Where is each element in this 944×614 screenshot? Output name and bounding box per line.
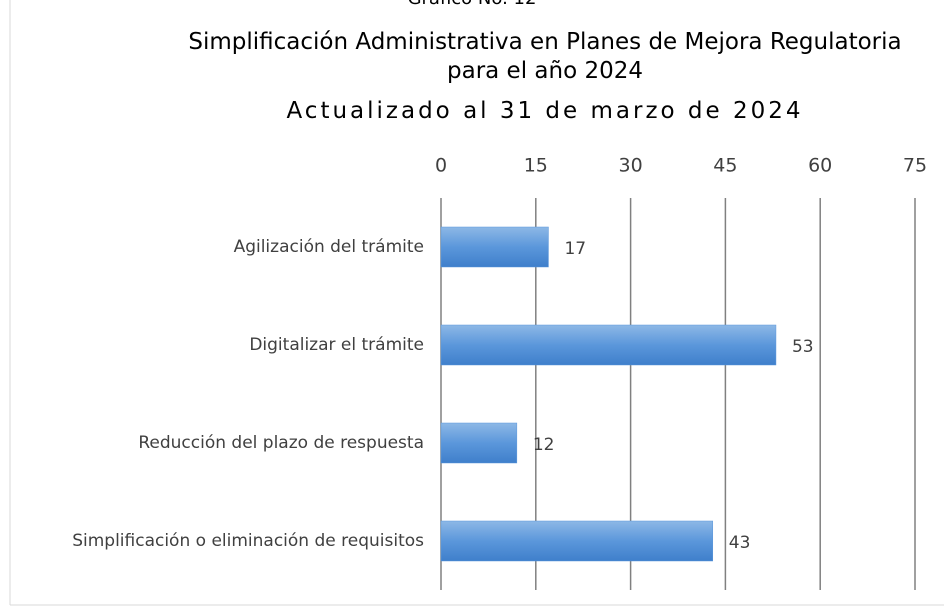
y-tick-label: Digitalizar el trámite <box>249 335 424 355</box>
value-label: 17 <box>564 239 586 259</box>
x-tick-label: 75 <box>903 155 927 177</box>
value-label: 53 <box>792 337 814 357</box>
x-tick-label: 60 <box>808 155 832 177</box>
x-tick-label: 15 <box>524 155 548 177</box>
bar <box>440 422 518 464</box>
x-tick-label: 0 <box>435 155 447 177</box>
x-tick-label: 30 <box>619 155 643 177</box>
caption: Gráfico No. 12 <box>0 0 944 9</box>
bar <box>440 226 549 268</box>
chart-subtitle: Actualizado al 31 de marzo de 2024 <box>286 98 804 124</box>
y-tick-label: Simplificación o eliminación de requisit… <box>72 531 424 551</box>
x-tick-label: 45 <box>713 155 737 177</box>
bar <box>440 520 714 562</box>
y-tick-label: Reducción del plazo de respuesta <box>138 433 424 453</box>
chart-title: Simplificación Administrativa en Planes … <box>188 29 902 84</box>
value-label: 12 <box>533 435 555 455</box>
bar <box>440 324 777 366</box>
value-label: 43 <box>729 533 751 553</box>
y-tick-label: Agilización del trámite <box>234 237 424 257</box>
